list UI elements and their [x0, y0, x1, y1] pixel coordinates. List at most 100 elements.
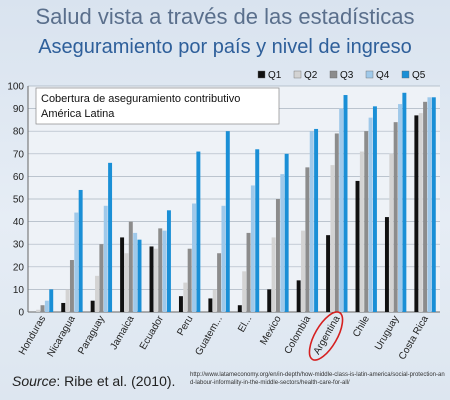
- bar-q1: [267, 289, 272, 312]
- bar-q3: [334, 133, 339, 312]
- bar-q5: [343, 95, 348, 312]
- y-tick-label: 50: [13, 195, 25, 206]
- bar-q1: [61, 302, 66, 312]
- x-tick-label: Paraguay: [76, 314, 107, 357]
- bar-q4: [133, 232, 138, 312]
- bar-q2: [36, 309, 41, 312]
- bar-q2: [359, 151, 364, 312]
- x-tick-label: Mexico: [258, 314, 284, 347]
- legend-swatch-q4: [365, 70, 374, 79]
- bar-q3: [364, 131, 369, 312]
- bar-q1: [326, 235, 331, 312]
- bar-q3: [187, 248, 192, 312]
- source-text: : Ribe et al. (2010).: [56, 373, 176, 389]
- bar-chart: 0102030405060708090100HondurasNicaraguaP…: [7, 70, 440, 362]
- bar-q2: [271, 237, 276, 312]
- annotation-text: América Latina: [41, 108, 115, 120]
- bar-q1: [237, 305, 242, 312]
- bar-q2: [301, 230, 305, 312]
- bar-q3: [99, 244, 104, 312]
- y-tick-label: 10: [13, 285, 25, 296]
- bar-q4: [280, 174, 285, 312]
- bar-q3: [40, 305, 45, 312]
- bar-q4: [103, 205, 108, 312]
- x-tick-label: Chile: [351, 314, 372, 340]
- y-tick-label: 30: [13, 240, 25, 251]
- bar-q2: [183, 282, 188, 312]
- bar-q4: [162, 230, 167, 312]
- bar-q4: [192, 203, 196, 312]
- y-tick-label: 60: [13, 172, 25, 183]
- y-tick-label: 90: [13, 104, 25, 115]
- legend-label-q2: Q2: [304, 70, 318, 81]
- bar-q1: [208, 298, 213, 312]
- bar-q3: [393, 122, 398, 312]
- bar-q5: [49, 289, 54, 312]
- bar-q5: [284, 153, 289, 312]
- bar-q4: [427, 97, 432, 312]
- bar-q4: [74, 212, 79, 312]
- y-tick-label: 0: [18, 308, 24, 319]
- x-tick-label: Honduras: [17, 314, 48, 357]
- chart-subtitle: Aseguramiento por país y nivel de ingres…: [38, 36, 412, 58]
- bar-q5: [225, 131, 230, 312]
- y-tick-label: 40: [13, 217, 25, 228]
- bar-q5: [78, 189, 83, 312]
- bar-q4: [309, 131, 314, 312]
- x-tick-label: Peru: [175, 314, 195, 338]
- highlight-circle: [308, 311, 344, 361]
- legend-label-q4: Q4: [376, 70, 390, 81]
- y-tick-label: 70: [13, 149, 25, 160]
- y-tick-label: 20: [13, 262, 25, 273]
- bar-q2: [124, 253, 129, 312]
- bar-q5: [431, 97, 436, 312]
- annotation-text: Cobertura de aseguramiento contributivo: [41, 93, 240, 105]
- x-tick-label: Nicaragua: [45, 314, 78, 359]
- bar-q5: [255, 149, 260, 312]
- bar-q1: [149, 246, 154, 312]
- x-tick-label: Ecuador: [138, 313, 166, 351]
- bar-q3: [217, 253, 222, 312]
- legend-swatch-q3: [329, 70, 338, 79]
- bar-q5: [402, 92, 407, 312]
- y-tick-label: 100: [7, 82, 24, 93]
- bar-q4: [398, 104, 402, 312]
- y-tick-label: 80: [13, 127, 25, 138]
- bar-q3: [158, 228, 163, 312]
- bar-q3: [305, 167, 310, 312]
- bar-q5: [196, 151, 201, 312]
- bar-q2: [153, 248, 158, 312]
- bar-q1: [384, 217, 389, 312]
- bar-q4: [368, 117, 373, 312]
- source-url[interactable]: http://www.latameconomy.org/en/in-depth/…: [190, 372, 445, 386]
- bar-q1: [355, 180, 360, 312]
- legend-swatch-q5: [401, 70, 410, 79]
- legend-label-q3: Q3: [340, 70, 354, 81]
- legend-label-q1: Q1: [268, 70, 282, 81]
- bar-q2: [242, 271, 247, 312]
- legend-swatch-q1: [257, 70, 266, 79]
- source-label: Source: [12, 373, 57, 389]
- x-tick-label: Uruguay: [373, 314, 401, 352]
- bar-q4: [221, 205, 226, 312]
- bar-q2: [212, 289, 217, 312]
- bar-q4: [44, 300, 49, 312]
- bar-q1: [178, 296, 183, 312]
- bar-q3: [128, 221, 133, 312]
- legend-label-q5: Q5: [412, 70, 426, 81]
- x-tick-label: Jamaica: [108, 314, 136, 352]
- legend-swatch-q2: [293, 70, 302, 79]
- bar-q3: [246, 232, 251, 312]
- bar-q5: [372, 106, 377, 312]
- bar-q1: [90, 300, 95, 312]
- x-tick-label: Guatem...: [193, 314, 224, 358]
- bar-q1: [414, 115, 419, 312]
- bar-q5: [166, 210, 171, 312]
- bar-q2: [65, 289, 70, 312]
- x-tick-label: Colombia: [283, 314, 314, 356]
- bar-q2: [389, 153, 394, 312]
- bar-q3: [69, 260, 74, 312]
- bar-q5: [137, 239, 142, 312]
- annotation-box: [35, 87, 280, 125]
- x-tick-label: El...: [236, 314, 254, 334]
